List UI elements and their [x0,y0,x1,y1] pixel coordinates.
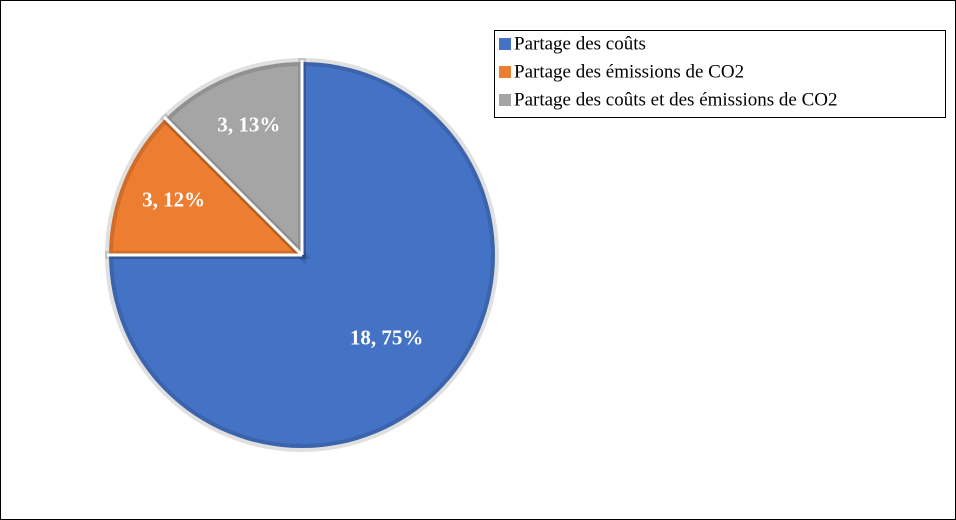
legend-label: Partage des coûts et des émissions de CO… [514,89,837,110]
data-label: 18, 75% [350,325,424,349]
legend-swatch [499,38,511,50]
legend-swatch [499,94,511,106]
pie-slice [104,57,499,452]
slice-separator [163,116,304,257]
legend-label: Partage des émissions de CO2 [514,61,744,82]
legend-label: Partage des coûts [514,33,646,54]
pie-slice [104,112,312,259]
legend-swatch [499,66,511,78]
data-label: 3, 13% [217,112,280,136]
legend-box [494,30,946,118]
pie-slice [159,57,306,265]
data-label: 3, 12% [142,188,205,212]
